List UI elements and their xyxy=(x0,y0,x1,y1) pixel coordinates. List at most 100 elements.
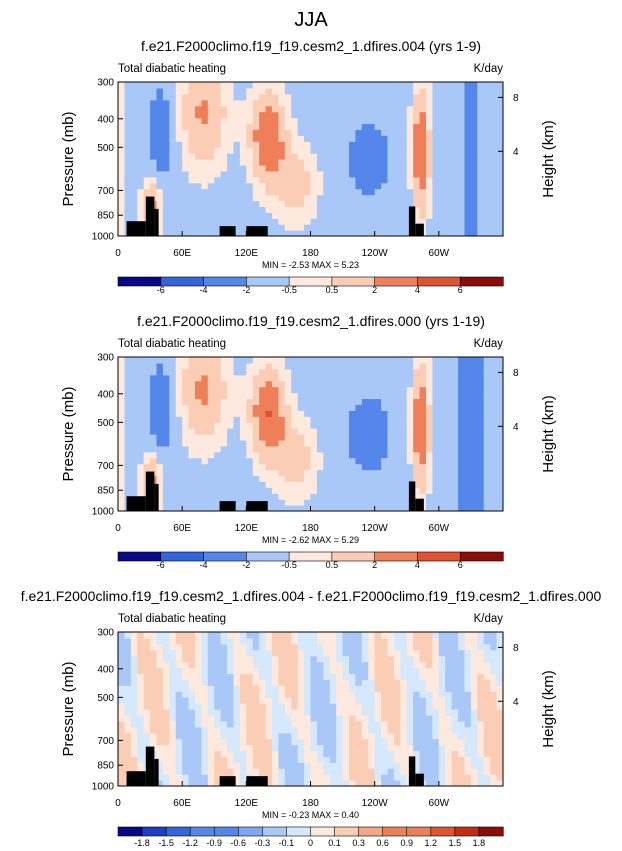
contour-cell xyxy=(458,756,466,763)
topography-block xyxy=(219,226,236,236)
contour-cell xyxy=(227,200,235,207)
contour-cell xyxy=(490,750,498,757)
contour-cell xyxy=(368,505,376,511)
contour-cell xyxy=(393,147,401,154)
contour-cell xyxy=(490,404,498,411)
contour-cell xyxy=(246,170,254,178)
contour-cell xyxy=(323,469,331,477)
contour-cell xyxy=(445,362,453,370)
contour-cell xyxy=(182,422,190,429)
contour-cell xyxy=(310,212,318,219)
contour-cell xyxy=(464,643,472,651)
contour-cell xyxy=(297,457,305,465)
contour-cell xyxy=(464,679,472,686)
contour-cell xyxy=(316,709,324,716)
contour-cell xyxy=(310,398,318,405)
contour-cell xyxy=(374,374,382,382)
contour-cell xyxy=(297,434,305,441)
y-tick-label: 1000 xyxy=(92,782,115,793)
contour-cell xyxy=(207,481,215,488)
contour-cell xyxy=(259,487,267,494)
contour-cell xyxy=(304,380,312,388)
contour-cell xyxy=(182,691,190,698)
contour-cell xyxy=(451,212,459,219)
contour-cell xyxy=(393,632,401,639)
contour-cell xyxy=(265,422,273,429)
contour-cell xyxy=(368,176,376,184)
contour-cell xyxy=(214,445,222,453)
contour-cell xyxy=(426,463,434,471)
contour-cell xyxy=(291,176,299,184)
contour-cell xyxy=(130,738,138,746)
contour-cell xyxy=(182,105,190,113)
contour-cell xyxy=(162,380,170,388)
contour-cell xyxy=(381,505,389,511)
contour-cell xyxy=(438,99,446,107)
contour-cell xyxy=(239,703,247,710)
contour-cell xyxy=(445,182,453,190)
contour-cell xyxy=(188,637,196,645)
contour-cell xyxy=(464,451,472,459)
contour-cell xyxy=(445,188,453,196)
contour-cell xyxy=(175,194,183,202)
contour-cell xyxy=(393,386,401,394)
contour-cell xyxy=(265,224,273,231)
contour-cell xyxy=(239,212,247,219)
contour-cell xyxy=(445,685,453,692)
contour-cell xyxy=(393,188,401,196)
contour-cell xyxy=(291,762,299,769)
contour-cell xyxy=(458,404,466,411)
contour-cell xyxy=(207,123,215,130)
contour-cell xyxy=(483,410,491,417)
contour-cell xyxy=(143,679,151,686)
contour-cell xyxy=(130,463,138,471)
contour-cell xyxy=(310,475,318,482)
contour-cell xyxy=(214,422,222,429)
contour-cell xyxy=(214,714,222,722)
contour-cell xyxy=(381,750,389,757)
contour-cell xyxy=(156,153,164,160)
contour-cell xyxy=(349,153,357,160)
contour-cell xyxy=(188,93,196,101)
contour-cell xyxy=(316,691,324,698)
contour-cell xyxy=(438,632,446,639)
contour-cell xyxy=(329,188,337,196)
contour-cell xyxy=(477,135,485,142)
contour-cell xyxy=(214,230,222,236)
contour-cell xyxy=(175,170,183,178)
contour-cell xyxy=(304,123,312,130)
contour-cell xyxy=(490,685,498,692)
contour-cell xyxy=(195,362,203,370)
contour-cell xyxy=(207,398,215,405)
contour-cell xyxy=(432,123,440,130)
contour-cell xyxy=(349,200,357,207)
contour-cell xyxy=(310,224,318,231)
contour-cell xyxy=(252,481,260,488)
contour-cell xyxy=(438,762,446,769)
contour-cell xyxy=(316,164,324,172)
contour-cell xyxy=(175,176,183,184)
contour-cell xyxy=(278,159,286,166)
contour-cell xyxy=(233,475,241,482)
x-tick-label: 60W xyxy=(429,798,450,809)
contour-cell xyxy=(329,105,337,113)
contour-cell xyxy=(297,750,305,757)
contour-cell xyxy=(400,194,408,202)
contour-cell xyxy=(143,439,151,447)
contour-cell xyxy=(188,206,196,213)
contour-cell xyxy=(432,99,440,107)
contour-cell xyxy=(381,649,389,657)
contour-cell xyxy=(426,457,434,465)
contour-cell xyxy=(118,649,126,657)
contour-cell xyxy=(464,206,472,213)
contour-cell xyxy=(445,481,453,488)
contour-cell xyxy=(252,392,260,400)
contour-cell xyxy=(374,230,382,236)
contour-cell xyxy=(272,487,280,494)
contour-cell xyxy=(329,481,337,488)
contour-cell xyxy=(246,679,254,686)
contour-cell xyxy=(451,493,459,500)
contour-cell xyxy=(156,392,164,400)
contour-cell xyxy=(195,404,203,411)
contour-cell xyxy=(349,386,357,394)
